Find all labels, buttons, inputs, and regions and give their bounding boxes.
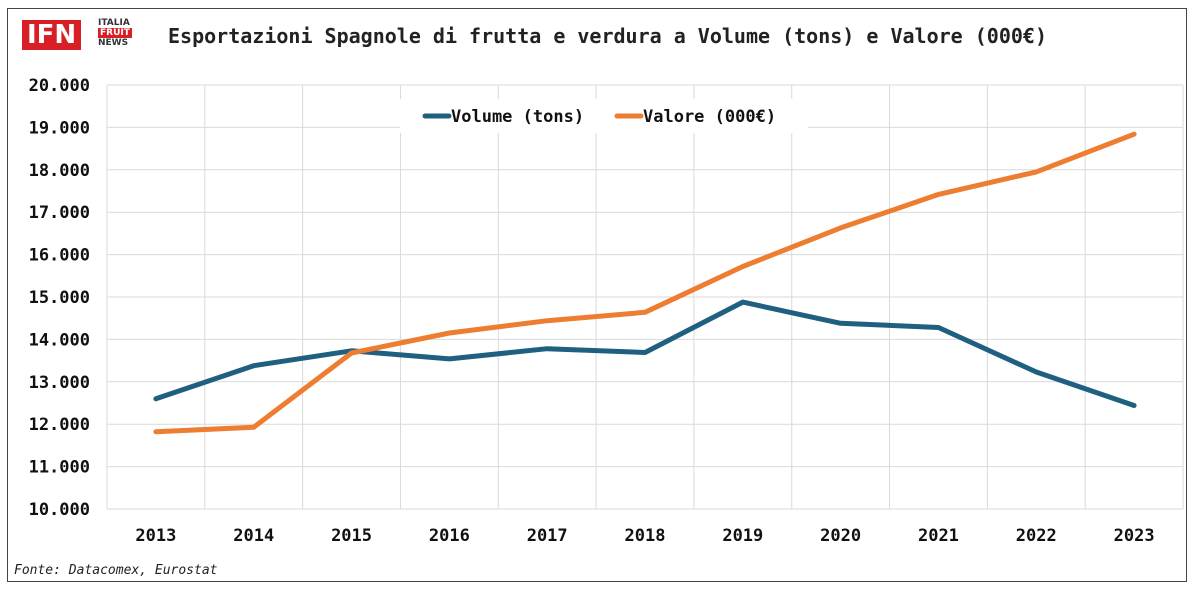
x-tick-label: 2023: [1114, 526, 1155, 546]
x-tick-label: 2017: [527, 526, 568, 546]
legend-label: Volume (tons): [451, 107, 584, 127]
y-tick-label: 15.000: [29, 288, 90, 308]
chart-frame: [7, 8, 1187, 582]
legend-box: [400, 99, 808, 133]
x-tick-label: 2013: [135, 526, 176, 546]
legend-label: Valore (000€): [643, 107, 776, 127]
y-tick-label: 12.000: [29, 415, 90, 435]
y-tick-label: 14.000: [29, 330, 90, 350]
x-tick-label: 2014: [233, 526, 274, 546]
logo-line-italia: ITALIA: [98, 18, 130, 28]
y-tick-label: 20.000: [29, 76, 90, 96]
ifn-logo: IFN ITALIA FRUIT NEWS: [22, 18, 144, 54]
x-tick-label: 2019: [722, 526, 763, 546]
x-tick-label: 2015: [331, 526, 372, 546]
series-line-volume: [153, 299, 1137, 408]
y-tick-label: 10.000: [29, 500, 90, 520]
x-tick-label: 2016: [429, 526, 470, 546]
x-tick-label: 2020: [820, 526, 861, 546]
y-tick-label: 16.000: [29, 246, 90, 266]
series-line-valore: [153, 131, 1137, 435]
logo-mark: IFN: [22, 20, 82, 50]
chart-title: Esportazioni Spagnole di frutta e verdur…: [168, 24, 1047, 48]
y-tick-label: 11.000: [29, 458, 90, 478]
y-tick-label: 17.000: [29, 203, 90, 223]
y-tick-label: 13.000: [29, 373, 90, 393]
x-tick-label: 2021: [918, 526, 959, 546]
x-tick-label: 2022: [1016, 526, 1057, 546]
source-note: Fonte: Datacomex, Eurostat: [14, 563, 218, 578]
y-tick-label: 18.000: [29, 161, 90, 181]
logo-subtitle: ITALIA FRUIT NEWS: [98, 18, 132, 48]
y-tick-label: 19.000: [29, 118, 90, 138]
x-tick-label: 2018: [625, 526, 666, 546]
logo-line-news: NEWS: [98, 38, 129, 48]
logo-line-fruit: FRUIT: [98, 28, 132, 38]
